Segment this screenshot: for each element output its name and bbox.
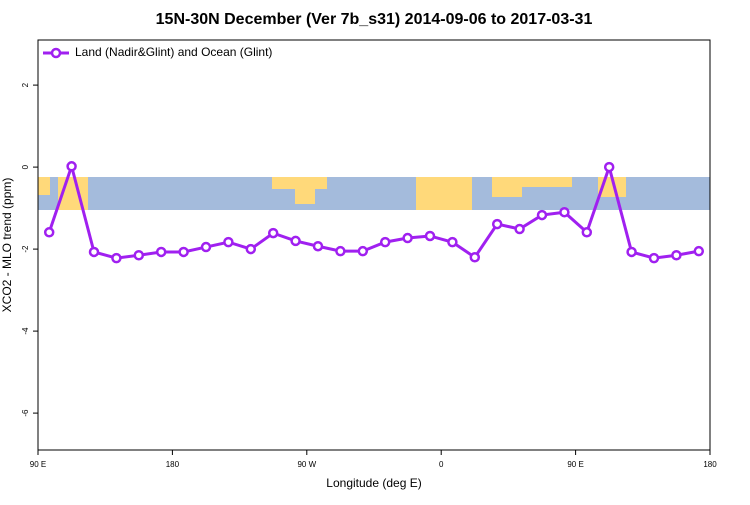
data-point xyxy=(626,246,637,258)
data-point xyxy=(133,250,145,261)
data-point xyxy=(223,236,234,248)
data-point xyxy=(88,246,100,258)
y-tick-label: 2 xyxy=(21,82,30,87)
data-point xyxy=(267,227,279,239)
data-point xyxy=(379,236,391,248)
chart-title: 15N-30N December (Ver 7b_s31) 2014-09-06… xyxy=(156,11,593,28)
x-tick-label: 90 E xyxy=(30,460,46,469)
data-point xyxy=(66,161,77,172)
data-point xyxy=(693,245,705,257)
x-tick-label: 90 E xyxy=(567,460,583,469)
data-point xyxy=(536,209,548,221)
data-point xyxy=(245,243,257,255)
y-axis-label: XCO2 - MLO trend (ppm) xyxy=(0,178,14,313)
data-point xyxy=(424,230,436,242)
y-tick-label: -4 xyxy=(21,327,30,335)
data-point xyxy=(514,223,525,235)
data-point xyxy=(312,240,324,252)
x-axis-label: Longitude (deg E) xyxy=(326,476,421,490)
x-tick-label: 180 xyxy=(703,460,717,469)
data-point xyxy=(43,227,55,238)
data-point xyxy=(581,227,593,238)
data-point xyxy=(402,232,413,244)
y-tick-label: -2 xyxy=(21,245,30,253)
x-tick-label: 0 xyxy=(439,460,444,469)
data-point xyxy=(335,245,346,257)
data-point xyxy=(111,252,122,264)
x-tick-label: 180 xyxy=(166,460,180,469)
data-point xyxy=(155,246,167,258)
data-point xyxy=(200,241,212,253)
y-tick-label: -6 xyxy=(21,409,30,417)
data-point xyxy=(671,250,682,261)
legend-marker xyxy=(50,47,62,59)
data-point xyxy=(290,235,301,247)
y-tick-label: 0 xyxy=(21,164,30,169)
data-point xyxy=(559,206,570,218)
data-point xyxy=(603,161,615,173)
data-point xyxy=(648,252,660,264)
x-tick-label: 90 W xyxy=(297,460,316,469)
legend-label: Land (Nadir&Glint) and Ocean (Glint) xyxy=(75,45,272,59)
data-point xyxy=(178,246,189,258)
data-point xyxy=(357,245,369,257)
data-point xyxy=(469,252,481,263)
data-point xyxy=(447,236,458,248)
map-band xyxy=(38,177,710,210)
plot-frame xyxy=(37,39,711,451)
data-point xyxy=(491,218,503,230)
